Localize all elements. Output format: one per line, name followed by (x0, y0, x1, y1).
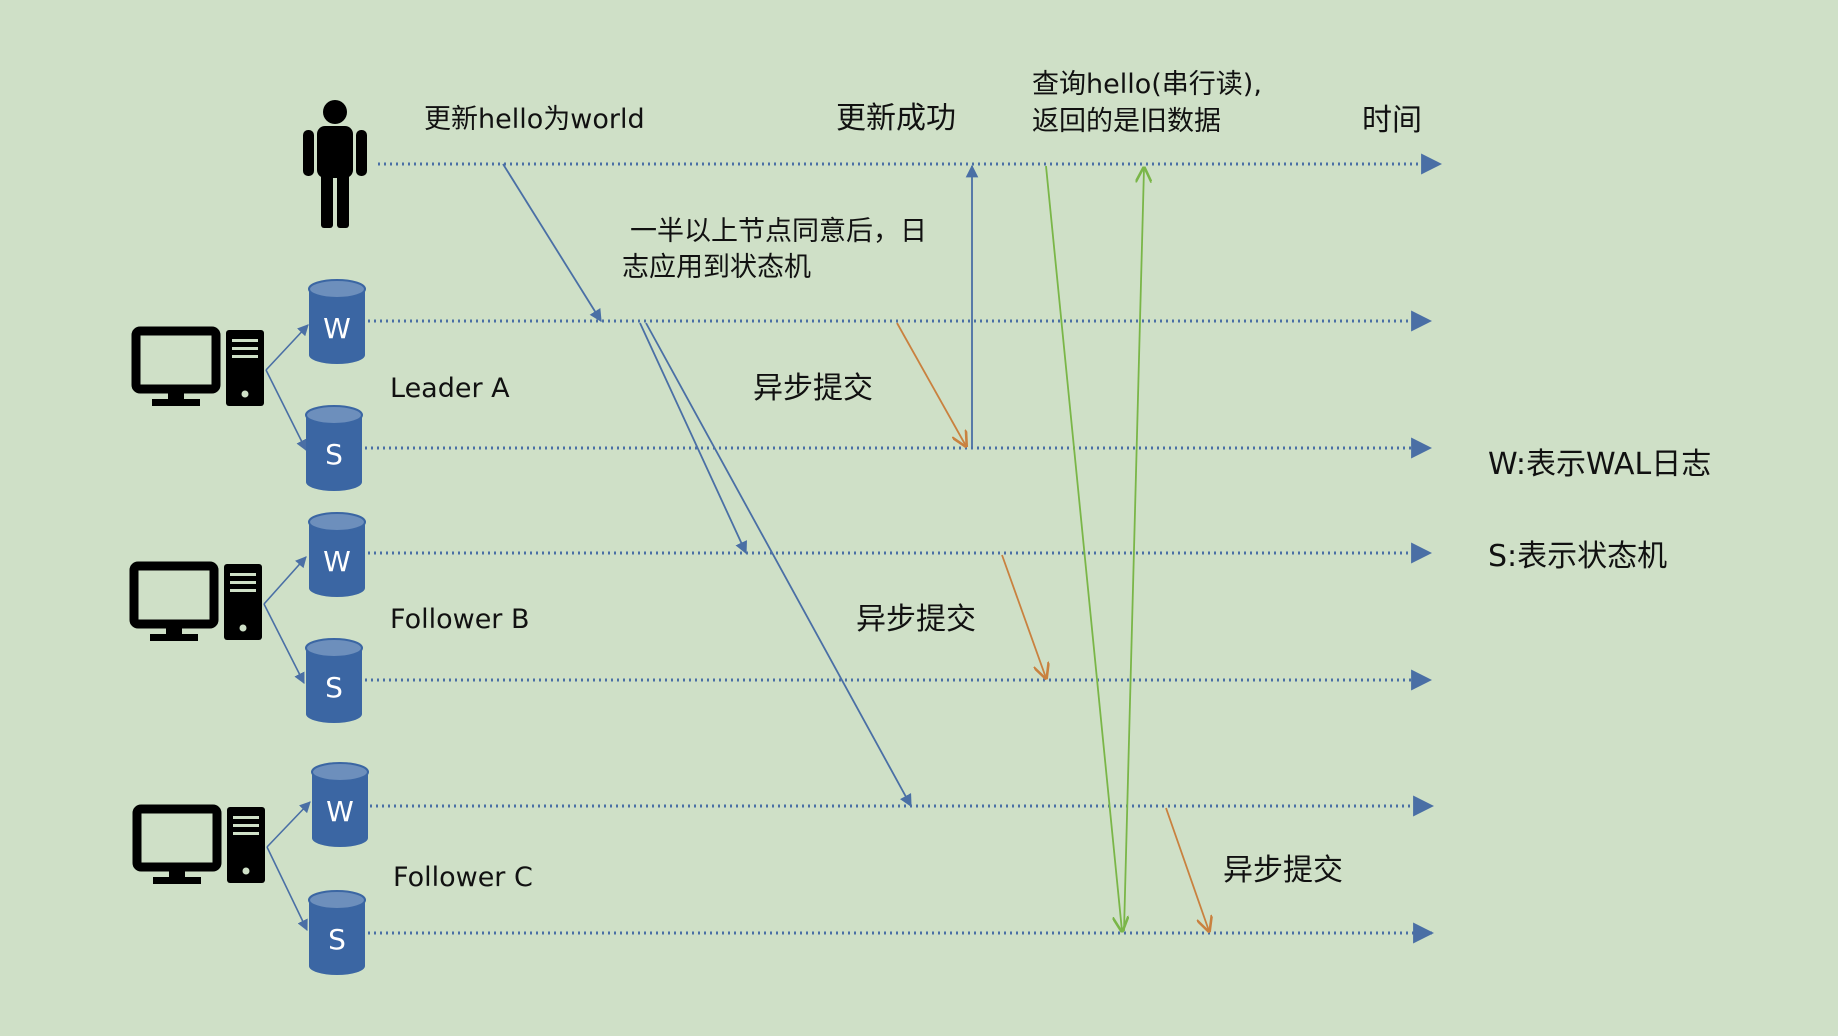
async-commit-label-c: 异步提交 (1223, 853, 1343, 888)
state-letter: S (328, 923, 346, 956)
node-label-follower-b: Follower B (390, 604, 530, 635)
state-cylinder-leader-a: S (305, 405, 363, 491)
query-label-line2: 返回的是旧数据 (1032, 106, 1221, 137)
user-icon (303, 100, 367, 228)
async-commit-b-arrow (1001, 554, 1046, 678)
leader-to-follower-c-arrow (645, 322, 912, 808)
read-arrows (1045, 165, 1144, 932)
read-response-arrow (1123, 168, 1144, 932)
node-connectors (263, 324, 311, 932)
update-success-label: 更新成功 (836, 101, 956, 136)
async-commit-arrows (896, 322, 1209, 931)
computer-icon-follower-b (129, 561, 262, 641)
async-commit-c-arrow (1165, 807, 1209, 931)
wal-letter: W (323, 312, 351, 345)
update-request-label: 更新hello为world (424, 104, 645, 135)
async-commit-a-arrow (896, 322, 966, 446)
state-letter: S (325, 671, 343, 704)
node-label-leader-a: Leader A (390, 373, 510, 404)
async-commit-label-a: 异步提交 (753, 371, 873, 406)
majority-label-line2: 志应用到状态机 (622, 252, 811, 283)
read-request-arrow (1045, 165, 1122, 931)
wal-cylinder-follower-b: W (308, 512, 366, 597)
wal-letter: W (323, 545, 351, 578)
computer-icon-follower-c (132, 804, 265, 884)
timelines (365, 153, 1443, 944)
wal-cylinder-leader-a: W (308, 279, 366, 364)
state-letter: S (325, 438, 343, 471)
query-label-line1: 查询hello(串行读), (1032, 69, 1262, 100)
state-cylinder-follower-c: S (308, 890, 366, 975)
async-commit-label-b: 异步提交 (856, 602, 976, 637)
legend-state: S:表示状态机 (1488, 539, 1667, 574)
leader-to-follower-b-arrow (639, 322, 747, 555)
client-to-leader-arrow (502, 163, 602, 323)
node-label-follower-c: Follower C (393, 862, 533, 893)
majority-label-line1: 一半以上节点同意后，日 (630, 216, 927, 247)
wal-cylinder-follower-c: W (311, 762, 369, 847)
state-cylinder-follower-b: S (305, 638, 363, 723)
wal-letter: W (326, 795, 354, 828)
replication-arrows (502, 163, 979, 808)
time-axis-label: 时间 (1362, 103, 1422, 138)
computer-icon-leader-a (131, 326, 264, 406)
legend-wal: W:表示WAL日志 (1488, 447, 1711, 482)
